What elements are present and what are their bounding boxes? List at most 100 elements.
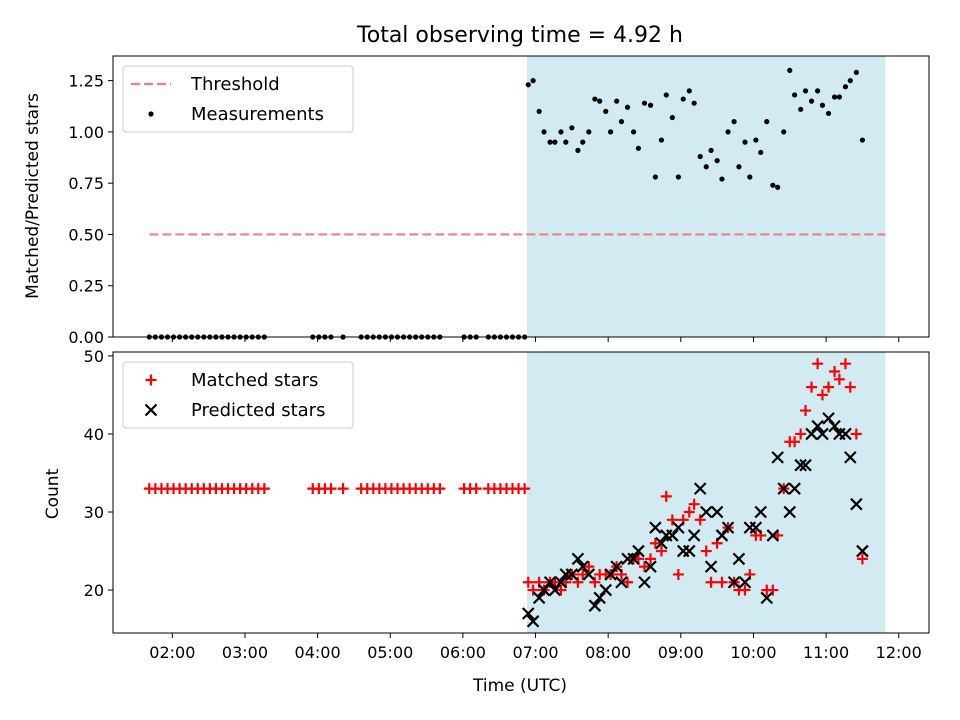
legend-measurements-swatch [148,111,154,117]
y-tick-label: 40 [84,425,104,444]
legend-label: Threshold [190,74,280,95]
data-point [691,100,697,106]
data-point [666,529,679,542]
data-point [663,92,669,98]
data-point [859,137,866,143]
x-tick-label: 12:00 [876,643,922,662]
data-point [687,529,701,542]
data-point [624,104,631,110]
data-point [592,96,598,102]
data-point [618,119,625,125]
data-point [758,149,764,156]
data-point [669,114,675,121]
data-point [638,575,651,589]
x-tick-label: 10:00 [730,643,776,662]
data-point [647,102,654,108]
y-tick-label: 30 [84,503,104,522]
data-point [548,583,562,597]
y-tick-label: 0.50 [68,225,104,244]
x-tick-label: 04:00 [295,643,341,662]
y-tick-label: 20 [84,581,104,600]
data-point [829,366,841,378]
data-point [777,482,790,495]
data-point [719,176,725,182]
data-point [795,428,807,440]
data-point [543,575,557,589]
data-point [586,129,592,135]
data-point [808,98,815,104]
observing-window-shading [527,352,886,633]
data-point [641,100,648,106]
data-point [558,129,564,135]
y-tick-label: 1.25 [68,72,104,91]
axes-frame [112,351,930,634]
data-point [576,560,590,573]
legend: Threshold Measurements [122,65,354,133]
data-point [739,584,751,596]
data-point [527,584,539,596]
data-point [714,158,720,164]
data-point [856,544,869,558]
data-point [764,119,770,125]
data-point [725,129,731,135]
data-point [816,389,828,401]
data-point [258,483,270,495]
data-point [655,536,668,550]
data-point [569,125,575,131]
data-point [693,482,707,495]
data-point [844,451,857,464]
data-point [603,108,609,114]
data-point [694,514,706,526]
data-point [597,98,603,104]
legend-label: Predicted stars [191,400,325,421]
data-point [683,544,696,558]
top-y-axis-label: Matched/Predicted stars [23,93,43,299]
data-point [738,575,752,589]
data-point [697,153,703,160]
data-point [831,94,838,100]
data-point [794,458,807,472]
data-point [565,568,579,581]
data-point [526,615,540,628]
data-point [655,545,667,557]
x-tick-label: 07:00 [512,643,558,662]
legend-label: Matched stars [191,370,318,391]
data-point [789,436,801,448]
legend-box [122,65,354,133]
data-point [521,607,535,620]
legend-matched-swatch [145,374,157,386]
data-point [850,497,863,511]
data-point [842,84,849,90]
data-point [627,552,640,566]
y-tick-label: 0.00 [68,328,104,347]
y-tick-label: 1.00 [68,123,104,142]
data-point [700,545,712,557]
data-point [799,458,812,472]
data-point [536,108,542,114]
series-2 [521,412,869,628]
data-point [844,381,856,393]
data-point [811,419,824,433]
data-point [775,184,781,190]
data-point [325,483,337,495]
data-point [580,139,586,145]
data-point [672,568,684,580]
data-point [800,405,812,417]
bottom-panel: 20 30 40 50 02:00 03:00 04:00 05:00 06:00 07:00 08… [84,347,930,662]
data-point [658,137,665,143]
data-point [847,78,853,84]
x-tick-label: 06:00 [440,643,486,662]
data-point [753,137,759,143]
data-point [552,139,558,145]
x-tick-label: 02:00 [149,643,195,662]
data-point [703,164,709,170]
data-point [666,514,678,526]
data-point [632,544,645,558]
data-point [688,498,700,510]
data-point [787,67,793,73]
data-point [727,575,741,589]
bottom-y-axis-label: Count [43,468,63,519]
data-point [635,145,642,151]
data-point [704,560,718,573]
